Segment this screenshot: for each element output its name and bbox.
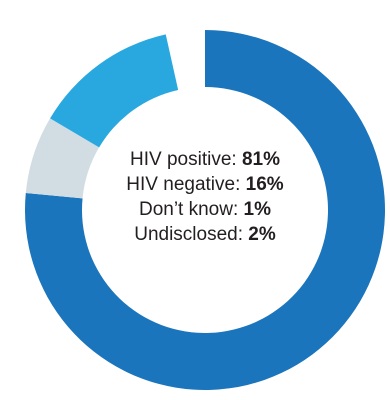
legend-item-hiv-positive: HIV positive: 81%	[95, 147, 315, 172]
legend-label: HIV negative:	[126, 174, 241, 195]
slice-light-gray	[25, 118, 100, 199]
slice-light-blue	[50, 34, 179, 148]
legend-item-hiv-negative: HIV negative: 16%	[95, 172, 315, 197]
legend-label: HIV positive:	[130, 149, 237, 170]
legend-value: 16%	[245, 174, 284, 195]
donut-slices	[25, 30, 386, 390]
legend-item-undisclosed: Undisclosed: 2%	[95, 222, 315, 247]
legend-label: Don’t know:	[138, 199, 239, 220]
legend-value: 81%	[241, 149, 280, 170]
center-legend: HIV positive: 81% HIV negative: 16% Don’…	[95, 147, 315, 247]
legend-value: 1%	[243, 199, 272, 220]
legend-value: 2%	[248, 224, 276, 245]
legend-item-dont-know: Don’t know: 1%	[95, 197, 315, 222]
slice-main	[25, 30, 386, 390]
legend-label: Undisclosed:	[134, 224, 244, 245]
